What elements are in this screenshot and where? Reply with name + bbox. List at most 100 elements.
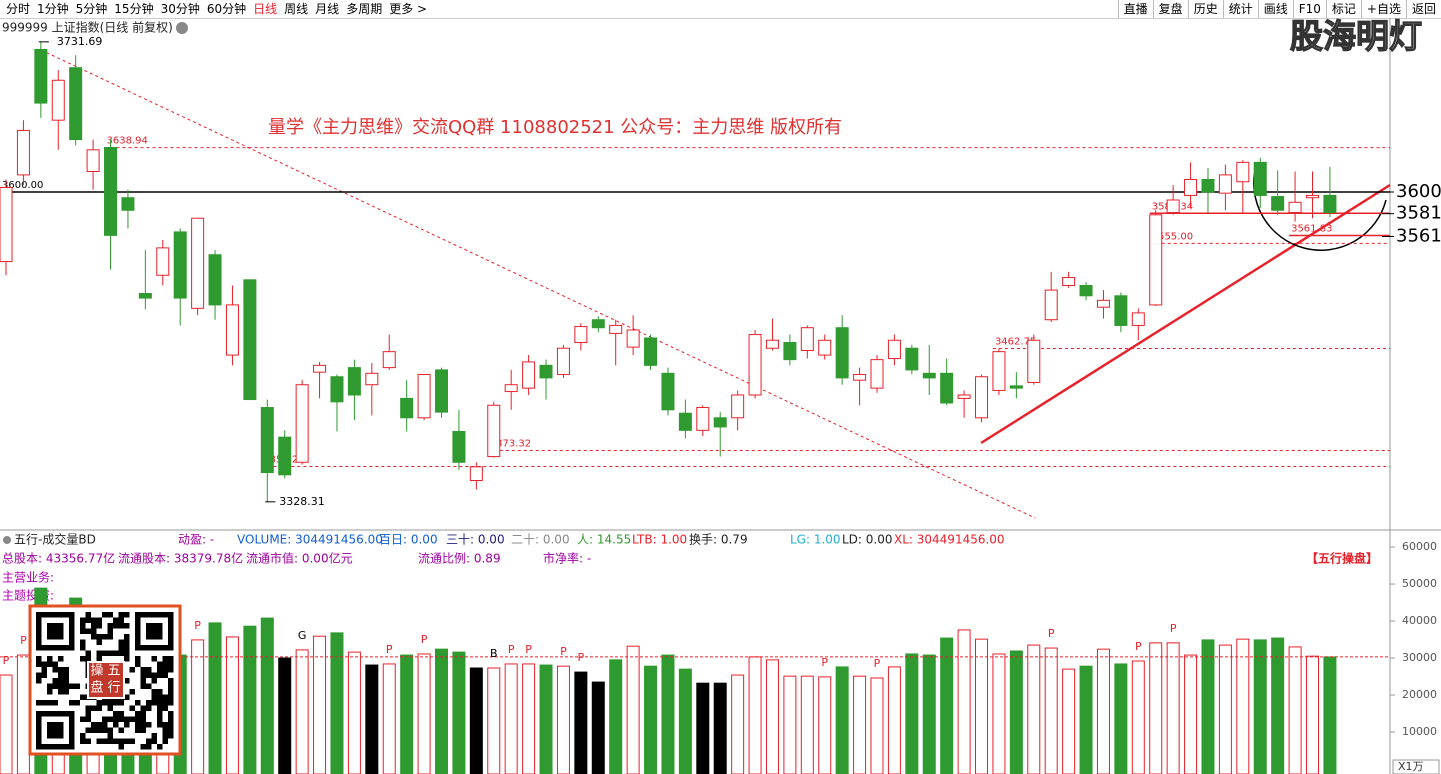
period-tab[interactable]: 30分钟 <box>160 2 200 16</box>
qr-module <box>69 683 75 689</box>
qr-module <box>96 727 102 733</box>
period-tab[interactable]: 分时 <box>6 2 31 16</box>
period-tab[interactable]: 周线 <box>284 2 309 16</box>
period-tab[interactable]: 60分钟 <box>206 2 247 16</box>
qr-module <box>146 700 152 706</box>
tool-button[interactable]: 复盘 <box>1152 0 1188 18</box>
qr-module <box>36 656 42 662</box>
qr-module <box>102 738 108 744</box>
qr-module <box>162 705 168 711</box>
qr-module <box>162 694 168 700</box>
qr-module <box>52 678 58 684</box>
tool-button[interactable]: 标记 <box>1325 0 1361 18</box>
qr-module <box>168 667 174 673</box>
stock-info: 流通比例: 0.89 <box>418 552 501 566</box>
qr-module <box>91 623 97 629</box>
qr-module <box>96 656 102 662</box>
volume-bar <box>225 636 239 774</box>
period-tab[interactable]: 多周期 <box>346 2 383 16</box>
tool-button[interactable]: 直播 <box>1117 0 1153 18</box>
qr-module <box>157 722 163 728</box>
tool-button[interactable]: +自选 <box>1360 0 1406 18</box>
candle-body <box>16 129 30 176</box>
volume-bar <box>1027 644 1041 774</box>
qr-module <box>157 694 163 700</box>
period-tab[interactable]: 月线 <box>315 2 340 16</box>
qr-module <box>118 639 124 645</box>
qr-module <box>118 727 124 733</box>
candle-body <box>765 339 779 349</box>
tool-button[interactable]: 返回 <box>1405 0 1441 18</box>
qr-module <box>157 744 163 750</box>
qr-module <box>124 645 130 651</box>
qr-module <box>140 705 146 711</box>
tool-button[interactable]: F10 <box>1292 0 1326 18</box>
candle-body <box>34 48 48 104</box>
qr-module <box>168 661 174 667</box>
volume-bar <box>347 651 361 774</box>
tool-button[interactable]: 历史 <box>1187 0 1223 18</box>
period-tab[interactable]: 5分钟 <box>75 2 108 16</box>
period-tab[interactable]: 日线 <box>253 2 278 16</box>
tool-button[interactable]: 画线 <box>1257 0 1293 18</box>
qr-module <box>47 661 53 667</box>
period-tab[interactable]: 1分钟 <box>37 2 69 16</box>
qr-module <box>140 716 146 722</box>
volume-bar <box>260 617 274 774</box>
candle-body <box>1027 339 1041 383</box>
candle-body <box>1201 178 1215 193</box>
qr-module <box>107 623 113 629</box>
qr-finder <box>47 623 64 640</box>
period-tab[interactable]: 更多 > <box>389 2 428 16</box>
volume-bar <box>1288 646 1302 774</box>
volume-bar <box>208 622 222 774</box>
qr-module <box>80 628 86 634</box>
qr-module <box>151 678 157 684</box>
qr-module <box>80 733 86 739</box>
signal-label: P <box>386 643 393 656</box>
candle-body <box>278 436 292 476</box>
qr-logo-char: 行 <box>107 681 120 696</box>
qr-module <box>96 634 102 640</box>
volume-bar <box>417 653 431 774</box>
candle-body <box>86 149 100 172</box>
candle-body <box>104 147 118 236</box>
indicator-value: VOLUME: 304491456.00 <box>237 533 383 547</box>
candle-body <box>504 384 518 393</box>
indicator-value: XL: 304491456.00 <box>894 533 1005 547</box>
brand: 【五行操盘】 <box>1306 551 1378 566</box>
qr-module <box>58 656 64 662</box>
qr-finder <box>47 722 64 739</box>
candle-body <box>347 367 361 396</box>
y-tick-label: 50000 <box>1402 577 1437 590</box>
volume-bar <box>0 674 13 774</box>
candle-body <box>1044 289 1058 321</box>
volume-bar <box>295 649 309 774</box>
qr-module <box>36 661 42 667</box>
period-tab[interactable]: 15分钟 <box>114 2 154 16</box>
signal-label: P <box>421 633 428 646</box>
qr-module <box>124 716 130 722</box>
signal-label: B <box>490 647 498 660</box>
qr-module <box>168 727 174 733</box>
volume-bar <box>539 664 553 774</box>
signal-label: P <box>578 651 585 664</box>
candle-body <box>469 466 483 482</box>
qr-module <box>140 744 146 750</box>
candle-body <box>1323 194 1337 214</box>
qr-module <box>85 656 91 662</box>
tool-button[interactable]: 统计 <box>1222 0 1258 18</box>
qr-module <box>47 689 53 695</box>
qr-module <box>135 700 141 706</box>
y-tick-label: 3561 <box>1396 225 1441 246</box>
qr-module <box>113 738 119 744</box>
qr-module <box>85 711 91 717</box>
qr-module <box>129 689 135 695</box>
signal-label: P <box>3 654 10 667</box>
volume-bar <box>1184 654 1198 774</box>
dropdown-icon[interactable] <box>176 22 188 34</box>
candle-body <box>1288 201 1302 214</box>
indicator-icon <box>3 536 11 544</box>
signal-label: P <box>1170 622 1177 635</box>
